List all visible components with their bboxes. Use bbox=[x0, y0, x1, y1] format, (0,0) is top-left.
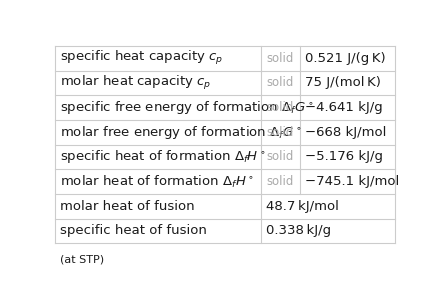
Text: specific free energy of formation $\Delta_f G^\circ$: specific free energy of formation $\Delt… bbox=[60, 99, 313, 116]
Text: 75 J/(mol K): 75 J/(mol K) bbox=[304, 77, 380, 89]
Text: −4.641 kJ/g: −4.641 kJ/g bbox=[304, 101, 382, 114]
Text: 0.338 kJ/g: 0.338 kJ/g bbox=[265, 224, 330, 237]
Text: molar heat of formation $\Delta_f H^\circ$: molar heat of formation $\Delta_f H^\cir… bbox=[60, 174, 254, 190]
Text: solid: solid bbox=[266, 126, 293, 139]
Text: specific heat of formation $\Delta_f H^\circ$: specific heat of formation $\Delta_f H^\… bbox=[60, 149, 265, 165]
Text: 0.521 J/(g K): 0.521 J/(g K) bbox=[304, 52, 385, 65]
Text: specific heat capacity $c_p$: specific heat capacity $c_p$ bbox=[60, 49, 223, 67]
Text: −668 kJ/mol: −668 kJ/mol bbox=[304, 126, 385, 139]
Text: −5.176 kJ/g: −5.176 kJ/g bbox=[304, 150, 382, 163]
Text: molar heat of fusion: molar heat of fusion bbox=[60, 200, 194, 213]
Text: solid: solid bbox=[266, 150, 293, 163]
Text: solid: solid bbox=[266, 77, 293, 89]
Text: specific heat of fusion: specific heat of fusion bbox=[60, 224, 206, 237]
Text: molar heat capacity $c_p$: molar heat capacity $c_p$ bbox=[60, 74, 211, 92]
Text: solid: solid bbox=[266, 175, 293, 188]
Text: solid: solid bbox=[266, 101, 293, 114]
Text: 48.7 kJ/mol: 48.7 kJ/mol bbox=[265, 200, 338, 213]
Text: −745.1 kJ/mol: −745.1 kJ/mol bbox=[304, 175, 398, 188]
Text: (at STP): (at STP) bbox=[60, 255, 104, 265]
Text: solid: solid bbox=[266, 52, 293, 65]
Text: molar free energy of formation $\Delta_f G^\circ$: molar free energy of formation $\Delta_f… bbox=[60, 124, 301, 141]
